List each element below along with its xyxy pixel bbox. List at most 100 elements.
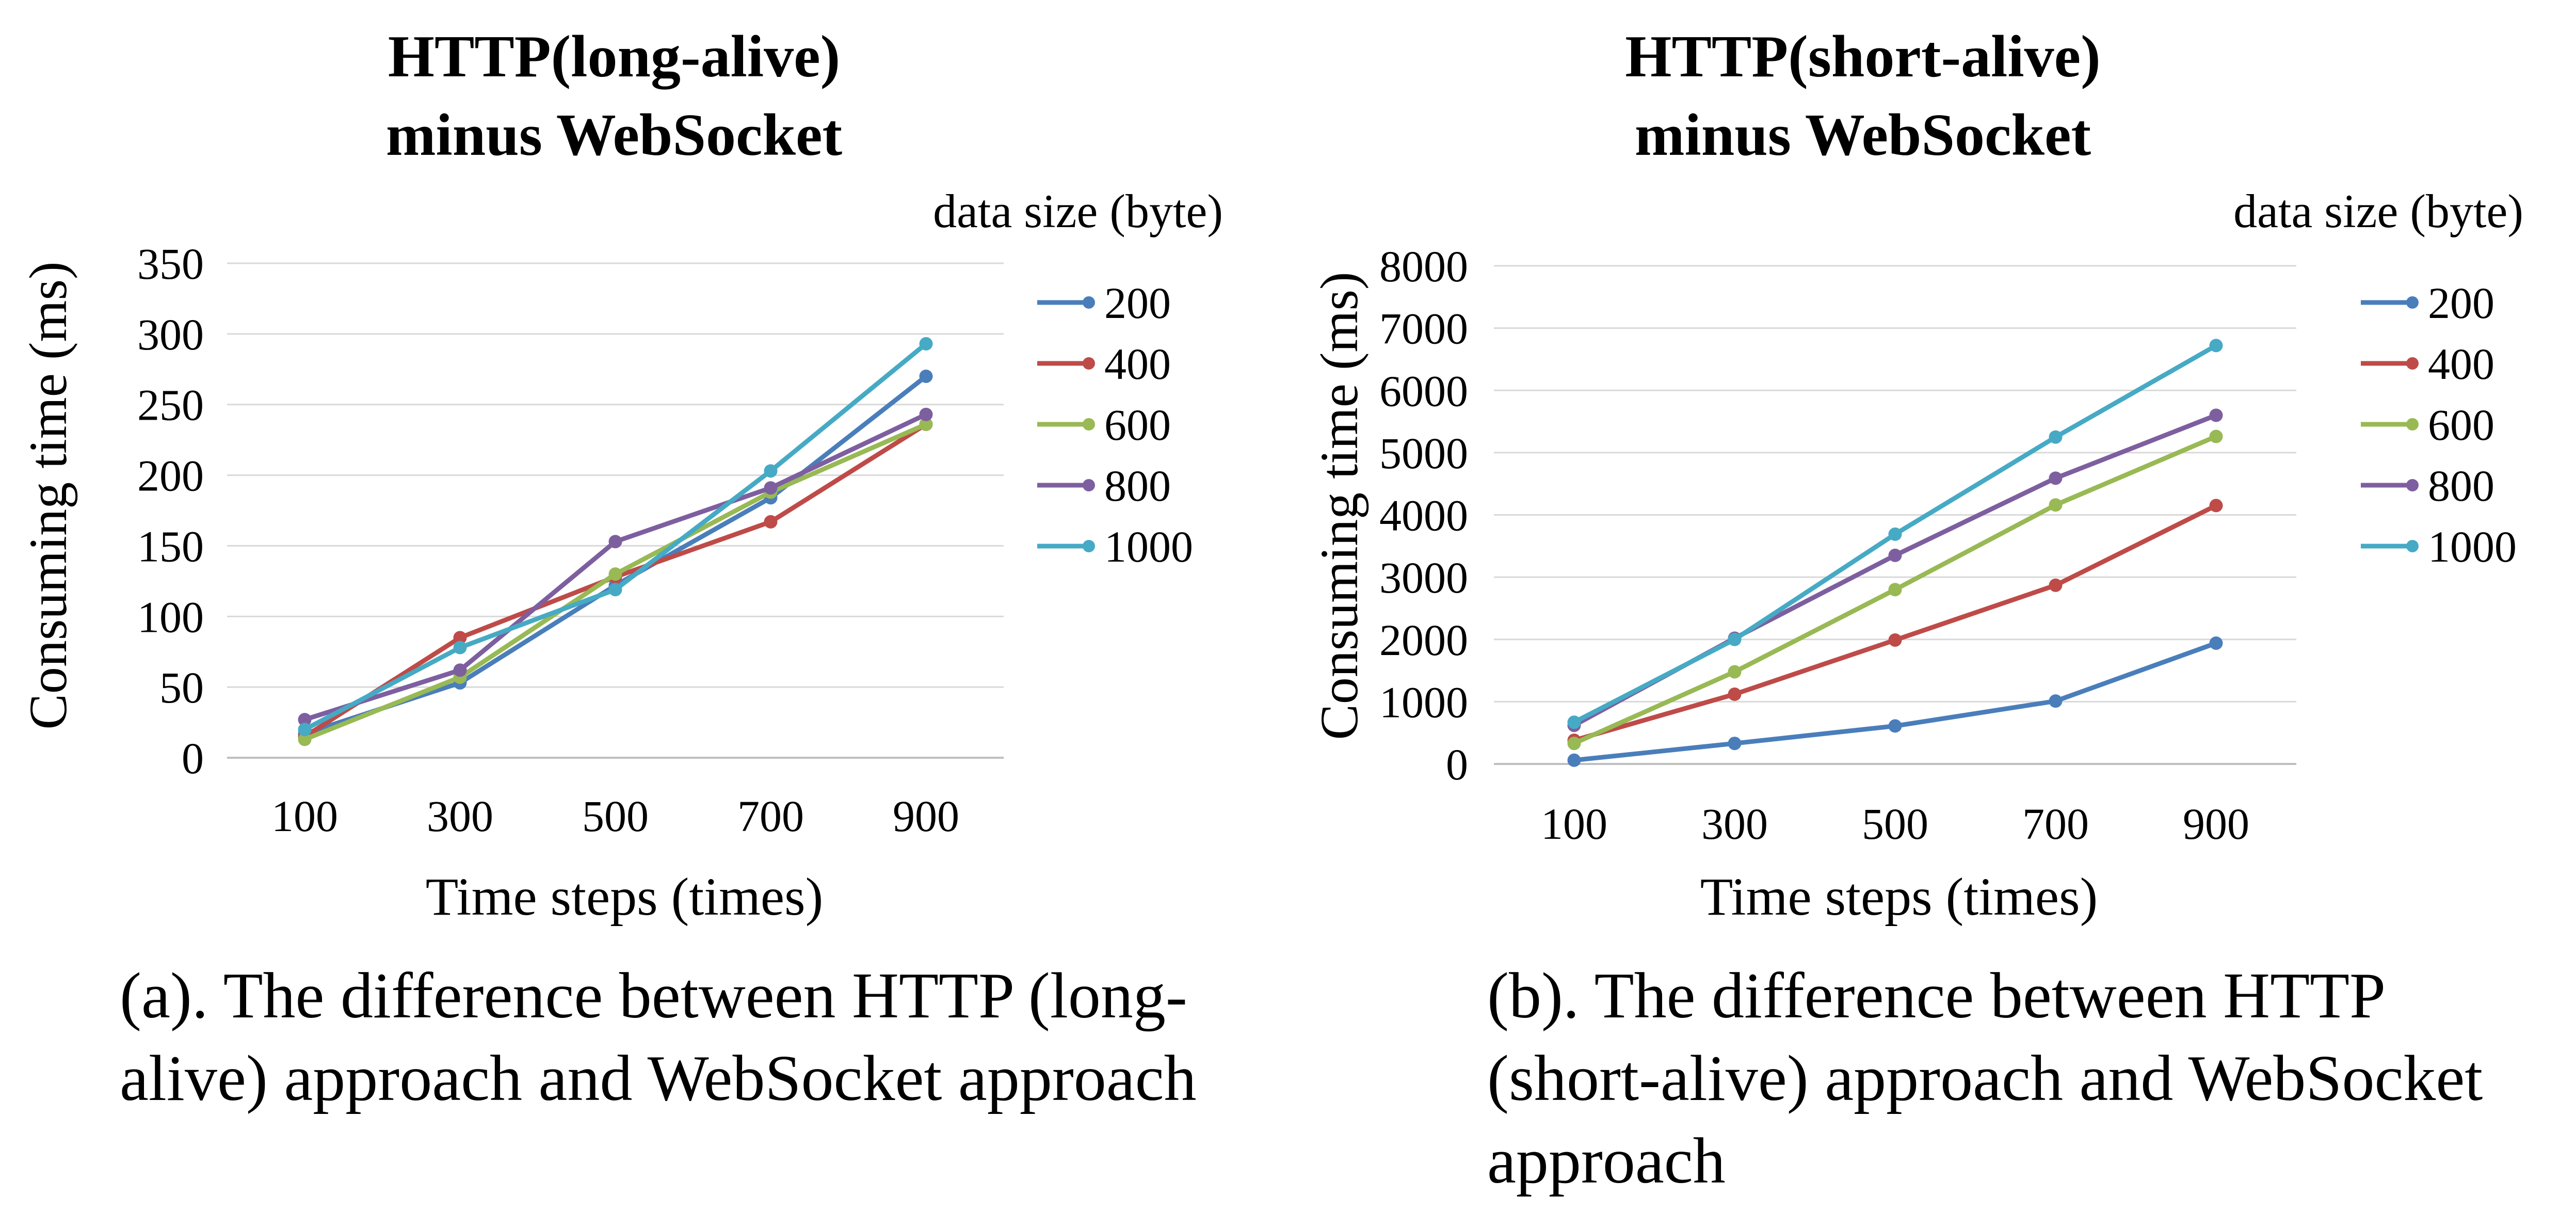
data-point-800 bbox=[764, 481, 778, 495]
x-tick-label: 100 bbox=[271, 791, 338, 841]
chart-a: HTTP(long-alive) minus WebSocket data si… bbox=[19, 24, 1223, 927]
legend-marker-600 bbox=[2406, 418, 2419, 430]
legend-marker-1000 bbox=[2406, 540, 2419, 552]
x-axis-title: Time steps (times) bbox=[426, 867, 823, 927]
data-point-1000 bbox=[1728, 632, 1742, 646]
x-tick-label: 500 bbox=[582, 791, 649, 841]
legend-label: 1000 bbox=[1104, 522, 1193, 571]
data-point-600 bbox=[2209, 429, 2223, 443]
y-tick-label: 0 bbox=[182, 733, 204, 783]
y-tick-label: 2000 bbox=[1379, 615, 1468, 665]
y-tick-label: 100 bbox=[137, 592, 204, 642]
series-line-800 bbox=[304, 412, 927, 722]
x-axis-title: Time steps (times) bbox=[1700, 867, 2098, 927]
y-tick-label: 6000 bbox=[1379, 366, 1468, 416]
data-point-600 bbox=[2049, 498, 2063, 512]
y-tick-label: 1000 bbox=[1379, 677, 1468, 727]
y-tick-label: 8000 bbox=[1379, 242, 1468, 291]
data-point-200 bbox=[919, 369, 933, 383]
legend-marker-400 bbox=[2406, 357, 2419, 370]
data-point-400 bbox=[2209, 499, 2223, 513]
x-tick-label: 100 bbox=[1541, 799, 1607, 849]
data-point-600 bbox=[298, 732, 312, 746]
legend-label: 400 bbox=[1104, 339, 1171, 389]
x-tick-label: 300 bbox=[427, 791, 493, 841]
figure-caption-b: (b). The difference between HTTP (short-… bbox=[1487, 960, 2483, 1197]
y-tick-label: 5000 bbox=[1379, 428, 1468, 478]
legend-label: 800 bbox=[1104, 461, 1171, 511]
x-tick-label: 700 bbox=[2022, 799, 2089, 849]
legend-label: 1000 bbox=[2428, 522, 2517, 571]
data-point-1000 bbox=[919, 337, 933, 351]
legend-label: 400 bbox=[2428, 339, 2494, 389]
legend-marker-400 bbox=[1083, 357, 1095, 370]
data-point-1000 bbox=[2209, 339, 2223, 353]
data-point-1000 bbox=[1888, 527, 1902, 541]
x-tick-label: 700 bbox=[737, 791, 804, 841]
chart-title-line-1: HTTP(long-alive) bbox=[388, 24, 840, 90]
data-point-800 bbox=[2209, 408, 2223, 422]
y-tick-label: 300 bbox=[137, 310, 204, 359]
legend-title: data size (byte) bbox=[933, 185, 1223, 237]
chart-title-line-2: minus WebSocket bbox=[386, 102, 843, 168]
legend-marker-800 bbox=[1083, 479, 1095, 491]
data-point-1000 bbox=[608, 583, 622, 597]
data-point-800 bbox=[453, 663, 467, 677]
data-point-200 bbox=[2049, 694, 2063, 708]
x-tick-label: 900 bbox=[893, 791, 959, 841]
x-tick-label: 900 bbox=[2183, 799, 2249, 849]
y-tick-label: 150 bbox=[137, 521, 204, 571]
data-point-600 bbox=[1728, 665, 1742, 679]
y-axis-title: Consuming time (ms) bbox=[1310, 272, 1369, 740]
legend-marker-200 bbox=[1083, 296, 1095, 309]
data-point-400 bbox=[453, 631, 467, 645]
x-tick-label: 500 bbox=[1862, 799, 1928, 849]
chart-panel-a: HTTP(long-alive) minus WebSocket data si… bbox=[0, 0, 1280, 1228]
data-point-1000 bbox=[764, 464, 778, 478]
chart-b: HTTP(short-alive) minus WebSocket data s… bbox=[1310, 24, 2523, 927]
legend-label: 200 bbox=[2428, 278, 2494, 328]
data-point-400 bbox=[1728, 687, 1742, 701]
data-point-800 bbox=[608, 535, 622, 549]
data-point-1000 bbox=[298, 723, 312, 737]
y-tick-label: 7000 bbox=[1379, 304, 1468, 354]
data-point-400 bbox=[1888, 633, 1902, 647]
chart-panel-b: HTTP(short-alive) minus WebSocket data s… bbox=[1280, 0, 2576, 1228]
y-tick-label: 3000 bbox=[1379, 553, 1468, 602]
y-axis-title: Consuming time (ms) bbox=[19, 261, 78, 729]
data-point-800 bbox=[298, 713, 312, 727]
data-point-200 bbox=[2209, 636, 2223, 650]
data-point-800 bbox=[2049, 471, 2063, 485]
x-tick-label: 300 bbox=[1701, 799, 1768, 849]
chart-title-line-1: HTTP(short-alive) bbox=[1625, 24, 2100, 90]
legend-marker-800 bbox=[2406, 479, 2419, 491]
y-tick-label: 350 bbox=[137, 239, 204, 289]
legend-title: data size (byte) bbox=[2233, 185, 2523, 237]
data-point-400 bbox=[2049, 578, 2063, 592]
data-point-1000 bbox=[1567, 715, 1581, 729]
data-point-400 bbox=[764, 515, 778, 529]
legend-marker-1000 bbox=[1083, 540, 1095, 552]
legend-marker-600 bbox=[1083, 418, 1095, 430]
data-point-1000 bbox=[453, 641, 467, 655]
legend-label: 800 bbox=[2428, 461, 2494, 511]
data-point-600 bbox=[608, 567, 622, 581]
y-tick-label: 0 bbox=[1446, 740, 1468, 789]
legend-label: 200 bbox=[1104, 278, 1171, 328]
data-point-200 bbox=[1888, 719, 1902, 733]
legend-label: 600 bbox=[2428, 400, 2494, 450]
legend-label: 600 bbox=[1104, 400, 1171, 450]
data-point-800 bbox=[1888, 548, 1902, 562]
y-tick-label: 200 bbox=[137, 451, 204, 501]
data-point-600 bbox=[1888, 583, 1902, 597]
data-point-1000 bbox=[2049, 430, 2063, 444]
figure-caption-a: (a). The difference between HTTP (long-a… bbox=[120, 960, 1197, 1114]
legend-marker-200 bbox=[2406, 296, 2419, 309]
data-point-200 bbox=[1567, 753, 1581, 767]
y-tick-label: 50 bbox=[159, 663, 204, 712]
data-point-200 bbox=[1728, 737, 1742, 751]
data-point-800 bbox=[919, 407, 933, 421]
data-point-600 bbox=[1567, 737, 1581, 751]
y-tick-label: 250 bbox=[137, 380, 204, 430]
chart-title-line-2: minus WebSocket bbox=[1635, 102, 2091, 168]
